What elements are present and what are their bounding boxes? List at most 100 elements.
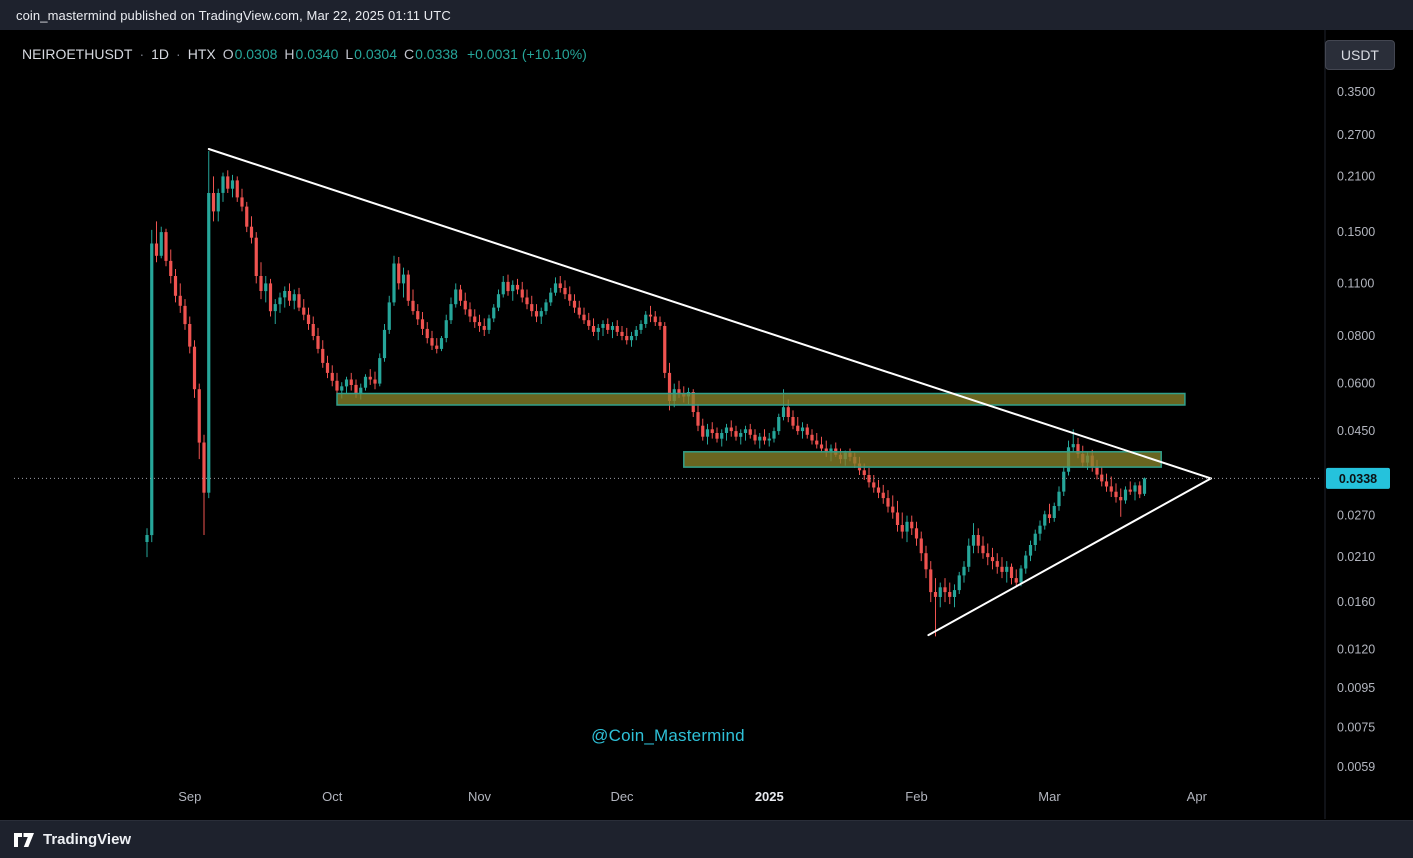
candle-body xyxy=(629,336,634,341)
open-pair: O 0.0308 xyxy=(223,46,278,62)
candle-body xyxy=(368,376,372,380)
candle-body xyxy=(601,324,605,328)
candle-body xyxy=(724,427,729,433)
candle-body xyxy=(221,176,225,193)
candle-body xyxy=(387,302,391,330)
candle-body xyxy=(800,427,805,432)
candle-body xyxy=(910,521,914,529)
candle-body xyxy=(667,372,672,401)
candle-body xyxy=(805,427,809,435)
candle-body xyxy=(625,336,629,341)
candle-body xyxy=(183,305,187,325)
candle-body xyxy=(1133,485,1137,492)
candle-body xyxy=(758,436,762,441)
currency-button[interactable]: USDT xyxy=(1324,40,1395,70)
publish-text: coin_mastermind published on TradingView… xyxy=(16,7,451,23)
candle-body xyxy=(1104,481,1109,487)
time-tick-label: Mar xyxy=(1038,789,1061,804)
low-value: 0.0304 xyxy=(354,46,397,62)
candle-body xyxy=(463,300,467,310)
candle-body xyxy=(914,528,919,539)
candle-body xyxy=(710,429,714,433)
close-pair: C 0.0338 xyxy=(404,46,458,62)
candle-body xyxy=(971,535,976,546)
candle-body xyxy=(515,284,520,290)
candle-body xyxy=(164,232,168,261)
candle-body xyxy=(715,433,719,439)
time-tick-label: Sep xyxy=(178,789,201,804)
candle-body xyxy=(378,358,382,384)
candle-body xyxy=(1100,474,1104,482)
candle-body xyxy=(696,412,700,426)
candle-body xyxy=(444,320,448,338)
candle-body xyxy=(273,304,277,312)
candle-body xyxy=(819,444,824,449)
candle-body xyxy=(924,553,928,570)
candle-body xyxy=(473,316,477,323)
candle-body xyxy=(1052,506,1056,518)
candle-body xyxy=(796,425,800,432)
candle-body xyxy=(933,592,938,597)
candle-body xyxy=(891,506,895,513)
candle-body xyxy=(188,324,192,347)
high-pair: H 0.0340 xyxy=(284,46,338,62)
candle-body xyxy=(1119,497,1123,501)
candle-body xyxy=(1019,568,1023,583)
candle-body xyxy=(316,336,320,349)
candle-body xyxy=(596,327,600,332)
candle-body xyxy=(454,289,458,305)
candle-body xyxy=(558,283,562,288)
candle-body xyxy=(895,512,900,525)
open-value: 0.0308 xyxy=(234,46,278,62)
tradingview-brand[interactable]: TradingView xyxy=(43,831,132,848)
candle-body xyxy=(591,326,596,332)
candle-body xyxy=(1000,566,1004,572)
candle-body xyxy=(211,193,216,212)
candle-body xyxy=(349,379,353,385)
candle-body xyxy=(302,307,306,315)
candle-body xyxy=(900,525,904,532)
candle-body xyxy=(1057,491,1061,507)
open-label: O xyxy=(222,46,234,62)
tradingview-logo-icon[interactable] xyxy=(14,832,35,847)
candle-body xyxy=(748,429,752,435)
candle-body xyxy=(192,346,197,390)
candle-body xyxy=(701,425,705,437)
candle-body xyxy=(862,470,866,475)
candle-body xyxy=(145,535,149,542)
low-label: L xyxy=(345,46,354,62)
candle-body xyxy=(943,587,947,593)
candle-body xyxy=(278,297,282,305)
candle-body xyxy=(1028,545,1033,556)
candle-body xyxy=(449,304,453,321)
supply-zone-upper xyxy=(336,392,1186,406)
candle-body xyxy=(753,434,757,441)
candle-body xyxy=(249,226,254,238)
candle-body xyxy=(1142,478,1147,494)
publish-bar: coin_mastermind published on TradingView… xyxy=(0,0,1413,30)
price-tick-label: 0.2100 xyxy=(1337,169,1375,183)
candle-body xyxy=(506,281,510,292)
time-tick-label: Dec xyxy=(610,789,634,804)
candle-body xyxy=(525,297,529,305)
candle-body xyxy=(587,320,591,326)
candle-body xyxy=(159,232,163,256)
interval-label[interactable]: 1D xyxy=(151,46,170,62)
candle-body xyxy=(995,561,999,567)
candle-body xyxy=(420,319,425,329)
high-value: 0.0340 xyxy=(295,46,339,62)
candle-body xyxy=(824,448,828,453)
candle-body xyxy=(401,274,406,284)
symbol-name[interactable]: NEIROETHUSDT xyxy=(22,46,133,62)
candle-body xyxy=(967,545,971,567)
candle-body xyxy=(283,291,287,298)
candle-body xyxy=(1076,444,1080,454)
candle-body xyxy=(767,438,771,441)
separator-dot: · xyxy=(176,46,181,62)
candle-body xyxy=(458,289,463,301)
candle-body xyxy=(876,487,881,493)
candle-body xyxy=(929,569,933,593)
candle-body xyxy=(254,237,258,276)
change-value: +0.0031 (+10.10%) xyxy=(466,46,587,62)
